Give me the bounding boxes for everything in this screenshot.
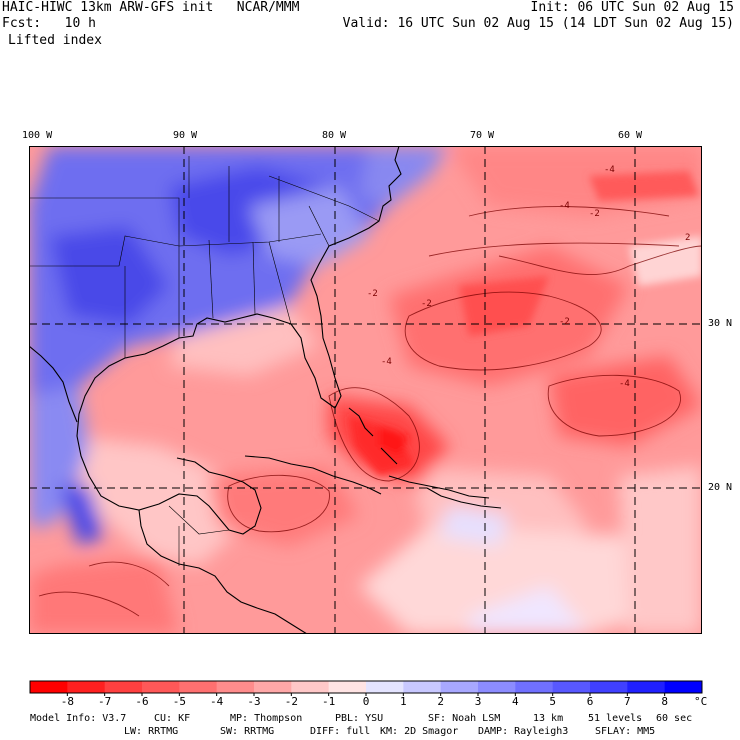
pbl-scheme: PBL: YSU: [335, 713, 384, 724]
lon-label-60w: 60 W: [618, 130, 643, 141]
colorbar-tick-label: -8: [60, 695, 74, 708]
field-name: Lifted index: [8, 33, 102, 48]
contour-label: 2: [685, 233, 690, 243]
model-title: HAIC-HIWC 13km ARW-GFS init NCAR/MMM: [2, 0, 300, 15]
cumulus-scheme: CU: KF: [154, 713, 191, 724]
colorbar-tick-label: 6: [586, 695, 594, 708]
colorbar-unit: °C: [694, 695, 708, 708]
contour-label: -2: [421, 299, 432, 309]
valid-time: Valid: 16 UTC Sun 02 Aug 15 (14 LDT Sun …: [342, 16, 734, 31]
lat-label-20n: 20 N: [708, 482, 733, 493]
lon-label-70w: 70 W: [470, 130, 495, 141]
colorbar-tick-label: 4: [512, 695, 519, 708]
damping-setting: DAMP: Rayleigh3: [478, 726, 569, 737]
lifted-index-map: -4 -2 -4 -2 -4 -2 2 -2 -4: [29, 146, 702, 634]
map-frame: [29, 146, 702, 634]
colorbar-swatch: [179, 681, 218, 693]
diffusion-setting: DIFF: full: [310, 726, 371, 737]
contour-label: -2: [367, 289, 378, 299]
model-info-line2: LW: RRTMG SW: RRTMG DIFF: full KM: 2D Sm…: [30, 726, 740, 738]
contour-label: -4: [619, 379, 630, 389]
init-time: Init: 06 UTC Sun 02 Aug 15: [530, 0, 735, 15]
colorbar-swatch: [403, 681, 442, 693]
contour-label: -4: [604, 165, 615, 175]
contour-lines: [38, 206, 702, 617]
forecast-hour: Fcst: 10 h: [2, 16, 96, 31]
colorbar-swatch: [627, 681, 666, 693]
colorbar-swatch: [552, 681, 591, 693]
lat-label-30n: 30 N: [708, 318, 733, 329]
time-step: 60 sec: [656, 713, 693, 724]
colorbar-swatch: [664, 681, 703, 693]
colorbar-ticks: -8 -7 -6 -5 -4 -3 -2 -1 0 1 2 3 4 5 6 7 8 °C: [0, 696, 740, 710]
contour-label: -4: [381, 357, 392, 367]
colorbar-swatch: [216, 681, 255, 693]
surface-scheme: SF: Noah LSM: [428, 713, 501, 724]
colorbar-tick-label: 0: [362, 695, 370, 708]
colorbar-swatch: [254, 681, 292, 693]
lon-label-100w: 100 W: [22, 130, 53, 141]
vertical-levels: 51 levels: [588, 713, 643, 724]
colorbar: -8 -7 -6 -5 -4 -3 -2 -1 0 1 2 3 4 5 6 7 8 °C: [0, 676, 740, 708]
colorbar-swatch: [30, 681, 68, 693]
colorbar-tick-label: 2: [437, 695, 444, 708]
state-borders: [29, 156, 380, 566]
colorbar-swatch: [440, 681, 479, 693]
colorbar-tick-label: 1: [400, 695, 407, 708]
colorbar-swatch: [142, 681, 180, 693]
model-version: Model Info: V3.7: [30, 713, 127, 724]
contour-label: -2: [559, 317, 570, 327]
colorbar-tick-label: -3: [247, 695, 261, 708]
colorbar-swatch: [328, 681, 367, 693]
lon-label-80w: 80 W: [322, 130, 347, 141]
colorbar-swatch: [478, 681, 516, 693]
field-shading: [29, 146, 702, 634]
colorbar-swatches: [29, 680, 703, 696]
colorbar-swatch: [590, 681, 628, 693]
colorbar-tick-label: 7: [624, 695, 631, 708]
colorbar-tick-label: -1: [322, 695, 336, 708]
surface-layer-scheme: SFLAY: MM5: [595, 726, 656, 737]
colorbar-swatch: [291, 681, 330, 693]
colorbar-tick-label: -6: [135, 695, 149, 708]
lat-lon-grid: [29, 146, 702, 634]
colorbar-tick-label: 3: [474, 695, 482, 708]
model-info-line1: Model Info: V3.7 CU: KF MP: Thompson PBL…: [30, 713, 740, 725]
grid-spacing: 13 km: [533, 713, 564, 724]
colorbar-tick-label: 8: [661, 695, 668, 708]
colorbar-tick-label: -5: [172, 695, 186, 708]
colorbar-swatch: [104, 681, 143, 693]
longwave-scheme: LW: RRTMG: [124, 726, 179, 737]
contour-label: -2: [589, 209, 600, 219]
colorbar-tick-label: 5: [549, 695, 556, 708]
colorbar-swatch: [515, 681, 554, 693]
coastlines: [29, 146, 502, 634]
colorbar-tick-label: -4: [210, 695, 224, 708]
microphysics-scheme: MP: Thompson: [230, 713, 303, 724]
colorbar-tick-label: -7: [98, 695, 112, 708]
shortwave-scheme: SW: RRTMG: [220, 726, 275, 737]
contour-label: -4: [559, 201, 570, 211]
colorbar-swatch: [366, 681, 404, 693]
lon-label-90w: 90 W: [173, 130, 198, 141]
colorbar-tick-label: -2: [284, 695, 298, 708]
km-setting: KM: 2D Smagor: [380, 726, 459, 737]
contour-labels: -4 -2 -4 -2 -4 -2 2 -2 -4: [367, 165, 690, 389]
colorbar-swatch: [67, 681, 106, 693]
